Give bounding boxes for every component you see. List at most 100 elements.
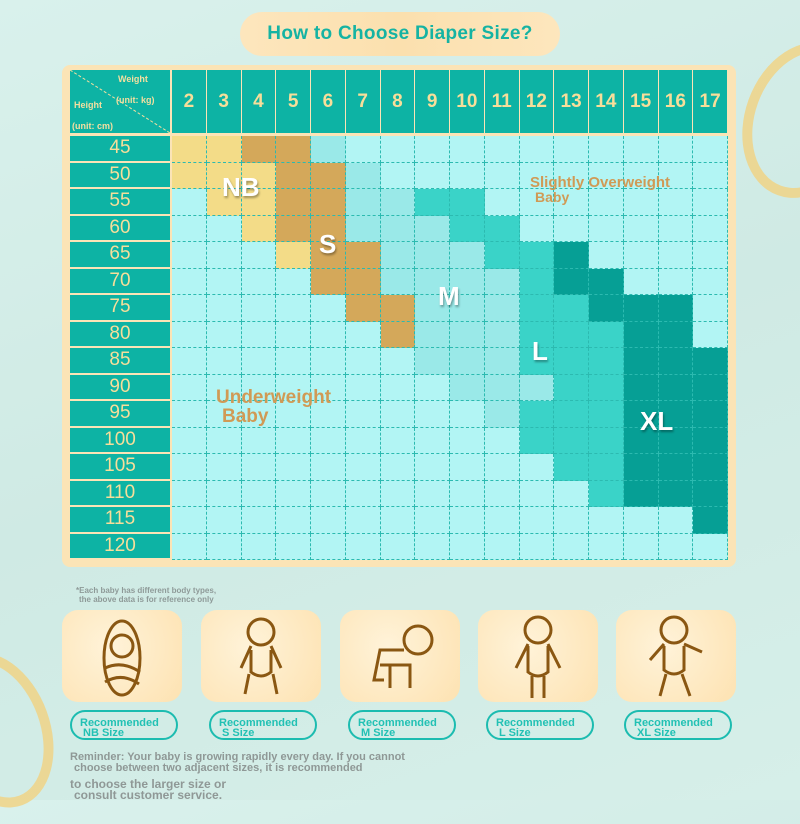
grid-cell <box>311 136 346 163</box>
grid-cell <box>380 401 416 428</box>
grid-cell <box>519 348 555 375</box>
grid-cell <box>241 189 277 216</box>
grid-cell <box>589 427 624 454</box>
grid-cell <box>172 162 207 189</box>
grid-cell <box>415 507 450 534</box>
baby-stage-card <box>340 610 460 702</box>
grid-cell <box>623 321 659 348</box>
grid-cell <box>484 454 520 481</box>
grid-cell <box>172 295 207 322</box>
height-header-65: 65 <box>70 242 170 267</box>
grid-cell <box>554 321 589 348</box>
grid-cell <box>311 321 346 348</box>
height-header-70: 70 <box>70 268 170 293</box>
grid-cell <box>658 242 694 269</box>
grid-cell <box>658 295 694 322</box>
height-header-60: 60 <box>70 215 170 240</box>
grid-cell <box>623 507 659 534</box>
underweight-label: Underweight Baby <box>216 387 332 427</box>
grid-cell <box>241 480 277 507</box>
grid-cell <box>380 242 416 269</box>
grid-cell <box>519 507 555 534</box>
grid-cell <box>241 162 277 189</box>
grid-cell <box>658 374 694 401</box>
grid-cell <box>172 321 207 348</box>
height-header-85: 85 <box>70 348 170 373</box>
grid-cell <box>172 189 207 216</box>
grid-cell <box>206 189 242 216</box>
grid-cell <box>345 242 381 269</box>
badge-line2: XL Size <box>637 727 676 739</box>
grid-cell <box>658 427 694 454</box>
height-header-75: 75 <box>70 295 170 320</box>
grid-cell <box>206 242 242 269</box>
grid-cell <box>311 189 346 216</box>
page-title: How to Choose Diaper Size? <box>240 12 560 56</box>
baby-stage-card <box>478 610 598 702</box>
grid-cell <box>172 427 207 454</box>
height-header-115: 115 <box>70 507 170 532</box>
grid-cell <box>658 321 694 348</box>
grid-cell <box>519 242 555 269</box>
grid-cell <box>623 136 659 163</box>
grid-cell <box>311 507 346 534</box>
grid-cell <box>658 215 694 242</box>
grid-cell <box>484 136 520 163</box>
height-header-95: 95 <box>70 401 170 426</box>
grid-cell <box>589 533 624 560</box>
grid-cell <box>172 401 207 428</box>
badge-line2: M Size <box>361 727 396 739</box>
height-header-110: 110 <box>70 480 170 505</box>
size-label-m: M <box>438 281 460 311</box>
grid-cell <box>484 162 520 189</box>
grid-cell <box>415 533 450 560</box>
grid-cell <box>450 374 485 401</box>
grid-cell <box>623 454 659 481</box>
grid-cell <box>484 189 520 216</box>
grid-cell <box>693 321 728 348</box>
grid-cell <box>311 295 346 322</box>
grid-cell <box>276 295 311 322</box>
grid-cell <box>658 507 694 534</box>
grid-cell <box>172 480 207 507</box>
grid-cell <box>519 295 555 322</box>
grid-cell <box>484 348 520 375</box>
grid-cell <box>519 454 555 481</box>
grid-cell <box>519 427 555 454</box>
grid-cell <box>450 321 485 348</box>
grid-cell <box>345 321 381 348</box>
grid-cell <box>172 348 207 375</box>
grid-cell <box>623 427 659 454</box>
grid-cell <box>519 189 555 216</box>
grid-cell <box>484 480 520 507</box>
height-header-50: 50 <box>70 162 170 187</box>
grid-cell <box>241 401 277 428</box>
grid-cell <box>206 427 242 454</box>
grid-cell <box>658 268 694 295</box>
baby-stage-card <box>201 610 321 702</box>
grid-cell <box>484 374 520 401</box>
weight-header-3: 3 <box>206 70 241 133</box>
grid-cell <box>450 268 485 295</box>
grid-cell <box>241 321 277 348</box>
grid-cell <box>450 507 485 534</box>
grid-cell <box>415 454 450 481</box>
grid-cell <box>345 268 381 295</box>
height-header-55: 55 <box>70 189 170 214</box>
grid-cell <box>172 374 207 401</box>
grid-cell <box>658 401 694 428</box>
grid-cell <box>206 136 242 163</box>
weight-header-8: 8 <box>380 70 415 133</box>
weight-header-6: 6 <box>311 70 345 133</box>
reminder-text: Reminder: Your baby is growing rapidly e… <box>70 751 405 802</box>
grid-cell <box>623 295 659 322</box>
recommended-size-badge: Recommended XL Size <box>624 710 732 740</box>
grid-cell <box>554 268 589 295</box>
grid-cell <box>484 242 520 269</box>
badge-line1: Recommended <box>219 717 298 729</box>
grid-cell <box>450 215 485 242</box>
grid-cell <box>380 427 416 454</box>
grid-cell <box>658 189 694 216</box>
badge-line2: NB Size <box>83 727 124 739</box>
grid-cell <box>311 268 346 295</box>
